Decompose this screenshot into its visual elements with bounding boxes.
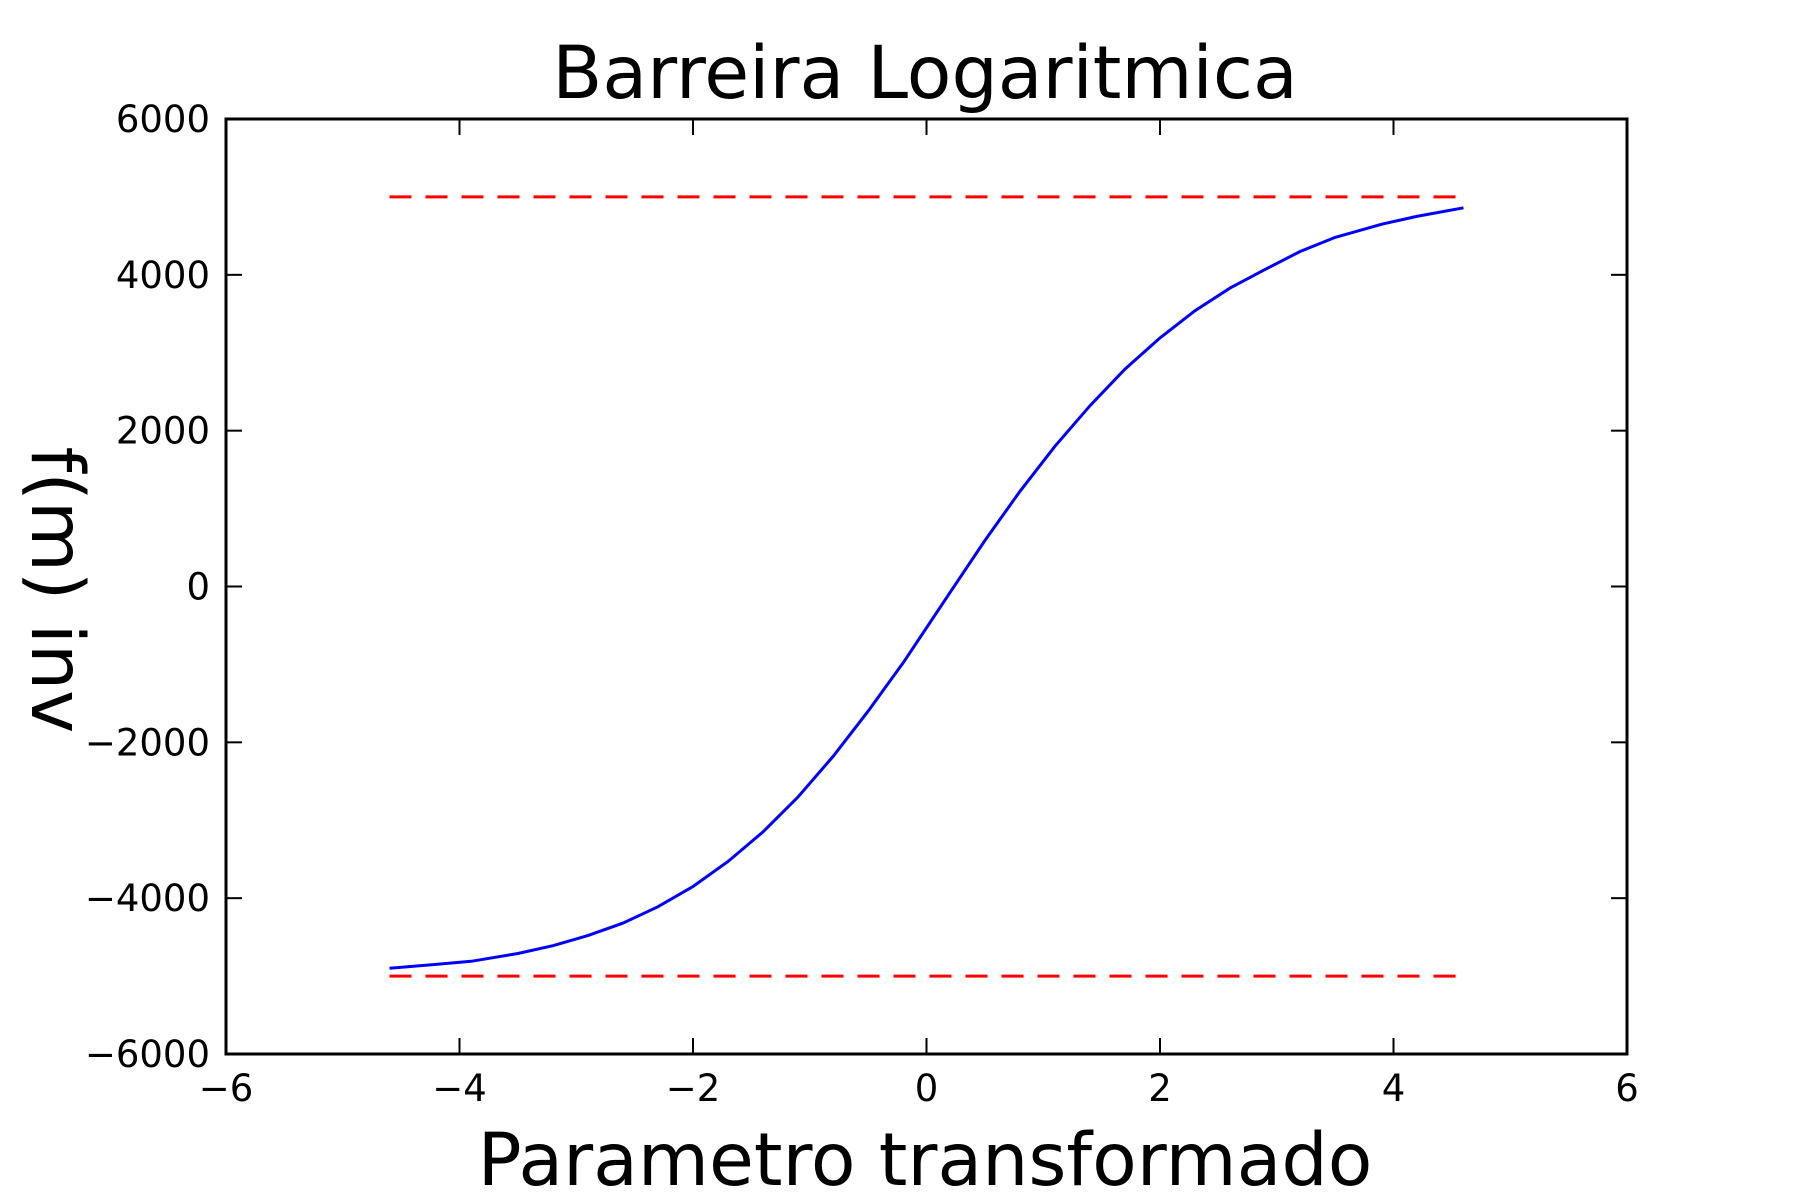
plot-area <box>389 195 1464 978</box>
series-line-0 <box>389 206 1464 970</box>
x-tick-label: 2 <box>1148 1067 1172 1110</box>
plot-frame <box>224 117 1629 1056</box>
y-tick-label: 2000 <box>116 410 210 453</box>
x-tick-label: 4 <box>1382 1067 1406 1110</box>
y-tick-label: 6000 <box>116 98 210 141</box>
x-axis-label: Parametro transformado <box>478 1118 1373 1200</box>
y-tick-label: 0 <box>186 566 210 609</box>
x-tick-label: 6 <box>1615 1067 1639 1110</box>
x-tick-label: −4 <box>432 1067 487 1110</box>
y-tick-label: −2000 <box>85 721 210 764</box>
y-axis-label: f(m) inv <box>14 447 99 734</box>
y-tick-label: −6000 <box>85 1033 210 1076</box>
y-tick-label: 4000 <box>116 254 210 297</box>
x-tick-label: 0 <box>915 1067 939 1110</box>
chart-title: Barreira Logaritmica <box>552 31 1297 116</box>
y-tick-label: −4000 <box>85 877 210 920</box>
x-tick-label: −6 <box>199 1067 254 1110</box>
x-tick-label: −2 <box>666 1067 721 1110</box>
axis-ticks: −6 −4 −2 0 2 4 6 −6000 −4000 −2000 0 2000 4000 6000 <box>85 98 1639 1110</box>
